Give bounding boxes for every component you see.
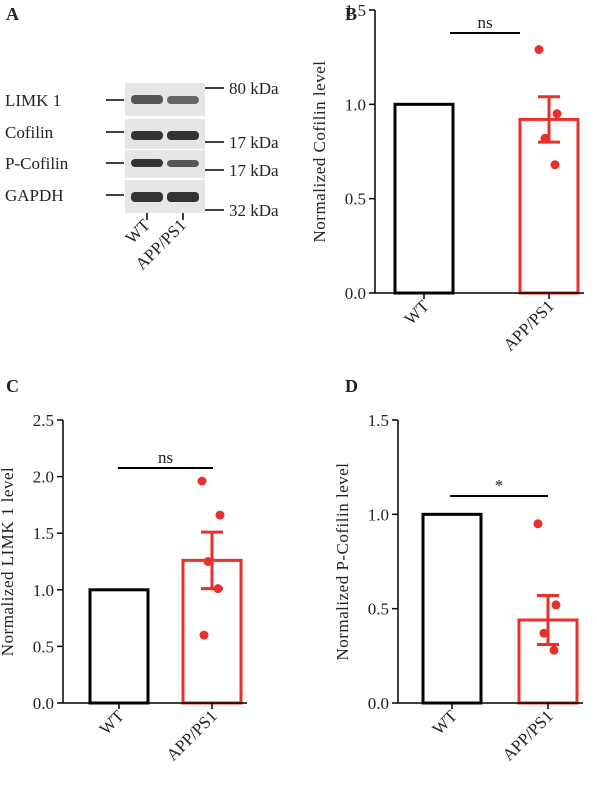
y-tick-label: 2.5 — [33, 411, 54, 430]
bar — [88, 588, 150, 705]
data-point — [534, 45, 544, 55]
data-point — [213, 584, 223, 594]
y-tick-label: 1.5 — [345, 1, 366, 20]
x-tick-label: APP/PS1 — [163, 706, 221, 764]
protein-label: GAPDH — [5, 186, 64, 205]
y-tick-label: 0.0 — [33, 694, 54, 713]
significance-label: ns — [158, 448, 173, 467]
data-point — [197, 476, 207, 486]
x-tick-label: APP/PS1 — [499, 706, 557, 764]
panel-label: B — [345, 4, 357, 24]
data-point — [549, 645, 559, 655]
y-tick-label: 0.5 — [33, 637, 54, 656]
size-label: 17 kDa — [229, 161, 279, 180]
x-tick-label: WT — [429, 706, 462, 739]
y-tick-label: 1.5 — [368, 411, 389, 430]
blot-gel — [125, 83, 205, 213]
data-point — [533, 519, 543, 529]
x-tick-label: WT — [96, 706, 129, 739]
size-label: 80 kDa — [229, 79, 279, 98]
x-tick-label: APP/PS1 — [500, 296, 558, 354]
bar — [393, 102, 455, 295]
y-tick-label: 0.0 — [345, 284, 366, 303]
protein-label: Cofilin — [5, 123, 54, 142]
y-axis-label: Normalized P-Cofilin level — [333, 462, 352, 660]
error-bar — [538, 95, 560, 144]
x-tick-label: WT — [401, 296, 434, 329]
y-tick-label: 1.0 — [368, 505, 389, 524]
data-point — [551, 600, 561, 610]
panel-label: A — [6, 4, 19, 24]
data-point — [215, 510, 225, 520]
y-tick-label: 0.0 — [368, 694, 389, 713]
data-point — [552, 109, 562, 119]
y-axis-label: Normalized LIMK 1 level — [0, 467, 17, 656]
bar — [421, 512, 483, 705]
data-point — [539, 628, 549, 638]
y-tick-label: 2.0 — [33, 468, 54, 487]
error-bar — [537, 593, 559, 647]
protein-label: P-Cofilin — [5, 154, 69, 173]
y-tick-label: 1.0 — [345, 95, 366, 114]
y-tick-label: 1.0 — [33, 581, 54, 600]
size-label: 17 kDa — [229, 133, 279, 152]
y-tick-label: 0.5 — [345, 190, 366, 209]
data-point — [203, 557, 213, 566]
panel-label: D — [345, 376, 358, 396]
y-tick-label: 0.5 — [368, 600, 389, 619]
data-point — [550, 160, 560, 170]
significance-label: ns — [477, 13, 492, 32]
data-point — [540, 133, 550, 143]
bar — [518, 117, 580, 295]
y-tick-label: 1.5 — [33, 524, 54, 543]
protein-label: LIMK 1 — [5, 91, 61, 110]
panel-label: C — [6, 376, 19, 396]
significance-label: * — [495, 476, 504, 495]
y-axis-label: Normalized Cofilin level — [310, 61, 329, 243]
data-point — [199, 630, 209, 640]
size-label: 32 kDa — [229, 201, 279, 220]
